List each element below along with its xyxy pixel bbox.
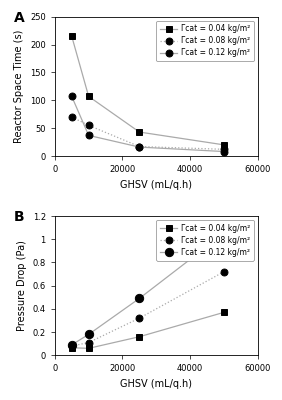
Γcat = 0.08 kg/m² <box>222 147 226 152</box>
Text: A: A <box>14 11 25 25</box>
X-axis label: GHSV (mL/q.h): GHSV (mL/q.h) <box>120 379 192 389</box>
Γcat = 0.04 kg/m² <box>138 334 141 339</box>
Γcat = 0.04 kg/m² <box>87 94 90 99</box>
Γcat = 0.08 kg/m² <box>70 344 73 348</box>
Line: Γcat = 0.04 kg/m²: Γcat = 0.04 kg/m² <box>68 309 227 352</box>
Γcat = 0.08 kg/m² <box>87 123 90 128</box>
Line: Γcat = 0.08 kg/m²: Γcat = 0.08 kg/m² <box>68 268 227 350</box>
Γcat = 0.12 kg/m² <box>70 342 73 347</box>
Γcat = 0.08 kg/m² <box>138 316 141 320</box>
Legend: Γcat = 0.04 kg/m², Γcat = 0.08 kg/m², Γcat = 0.12 kg/m²: Γcat = 0.04 kg/m², Γcat = 0.08 kg/m², Γc… <box>156 220 254 260</box>
Γcat = 0.04 kg/m² <box>222 310 226 315</box>
Γcat = 0.04 kg/m² <box>138 130 141 134</box>
Γcat = 0.12 kg/m² <box>87 133 90 138</box>
Line: Γcat = 0.12 kg/m²: Γcat = 0.12 kg/m² <box>68 93 227 155</box>
Γcat = 0.04 kg/m² <box>70 345 73 350</box>
Γcat = 0.04 kg/m² <box>87 346 90 351</box>
Y-axis label: Reactor Space Time (s): Reactor Space Time (s) <box>14 30 25 143</box>
Line: Γcat = 0.04 kg/m²: Γcat = 0.04 kg/m² <box>68 33 227 148</box>
Γcat = 0.12 kg/m² <box>70 94 73 99</box>
Γcat = 0.08 kg/m² <box>70 114 73 119</box>
Γcat = 0.12 kg/m² <box>138 145 141 150</box>
Text: B: B <box>14 210 25 224</box>
Γcat = 0.12 kg/m² <box>222 231 226 236</box>
Legend: Γcat = 0.04 kg/m², Γcat = 0.08 kg/m², Γcat = 0.12 kg/m²: Γcat = 0.04 kg/m², Γcat = 0.08 kg/m², Γc… <box>156 20 254 61</box>
Line: Γcat = 0.12 kg/m²: Γcat = 0.12 kg/m² <box>68 229 228 349</box>
Γcat = 0.08 kg/m² <box>222 269 226 274</box>
Γcat = 0.04 kg/m² <box>70 34 73 39</box>
Γcat = 0.12 kg/m² <box>222 149 226 154</box>
X-axis label: GHSV (mL/q.h): GHSV (mL/q.h) <box>120 180 192 190</box>
Line: Γcat = 0.08 kg/m²: Γcat = 0.08 kg/m² <box>68 114 227 153</box>
Γcat = 0.04 kg/m² <box>222 142 226 147</box>
Y-axis label: Pressure Drop (Pa): Pressure Drop (Pa) <box>17 240 27 331</box>
Γcat = 0.08 kg/m² <box>87 340 90 345</box>
Γcat = 0.12 kg/m² <box>87 332 90 337</box>
Γcat = 0.08 kg/m² <box>138 144 141 149</box>
Γcat = 0.12 kg/m² <box>138 296 141 301</box>
